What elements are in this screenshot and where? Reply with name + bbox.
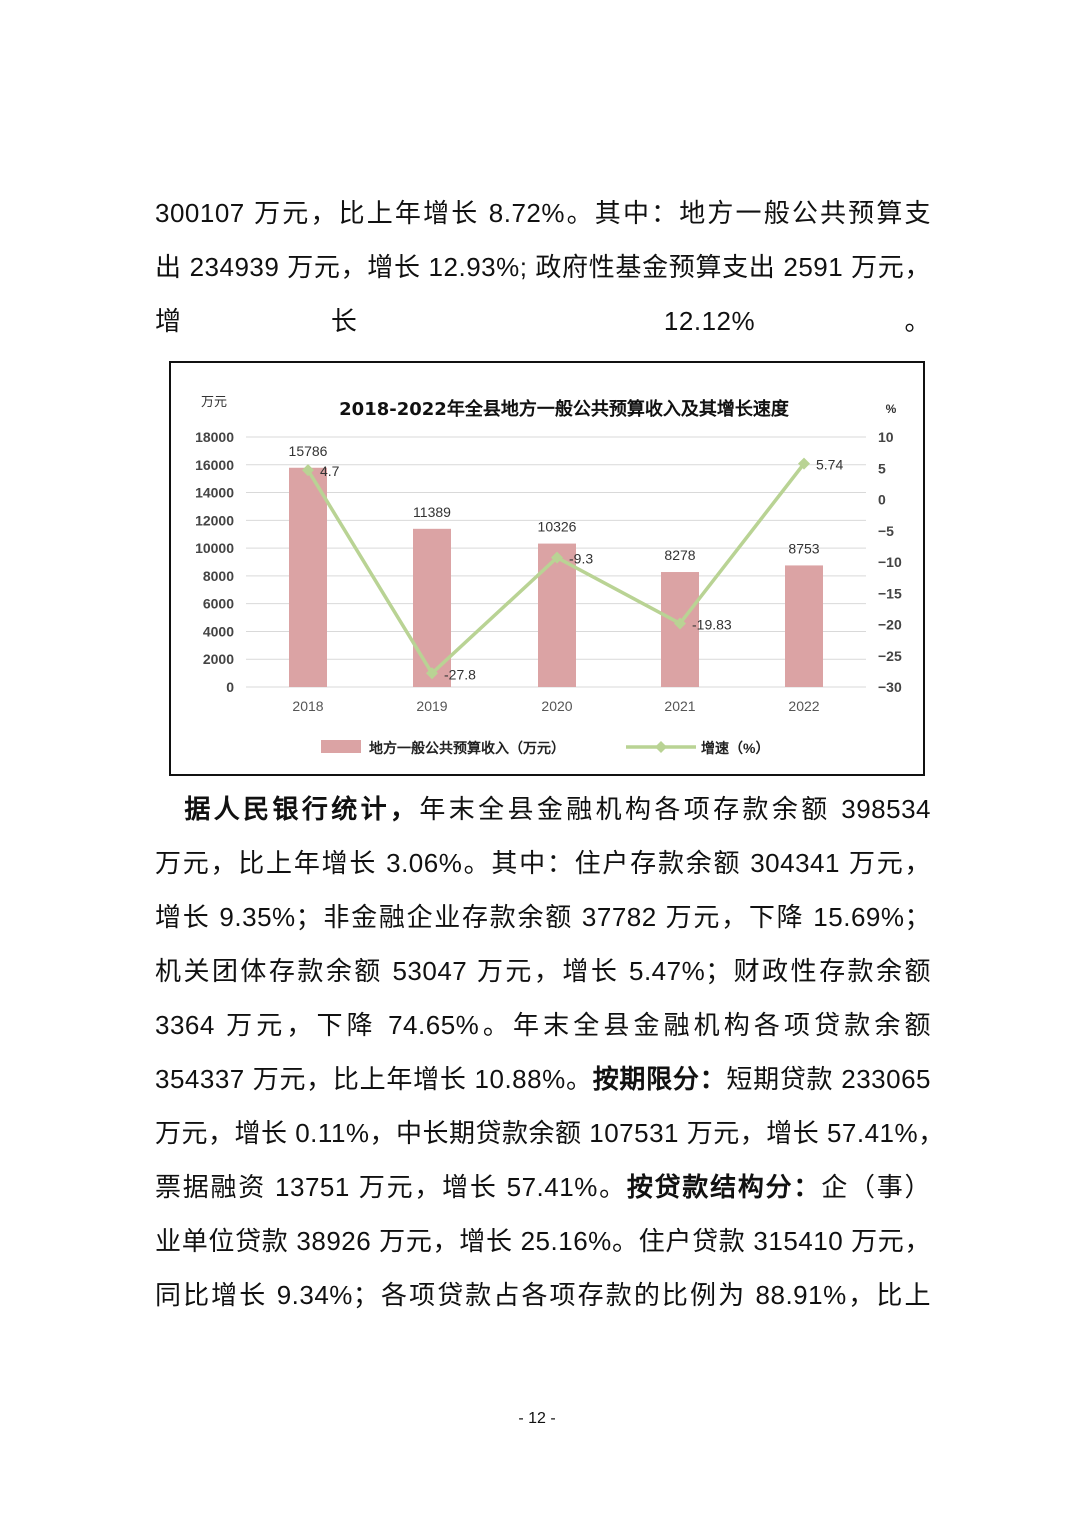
paragraph-top-line: 出 234939 万元，增长 12.93%; 政府性基金预算支出 2591 万元… [155,252,931,282]
legend-line-marker [655,741,667,753]
bar-data-label: 8753 [788,540,819,556]
bar-data-label: 8278 [664,547,695,563]
y-tick-label: 4000 [203,623,234,639]
paragraph-top-line: 增长 12.12%。 [155,306,931,336]
y-tick-label: 6000 [203,596,234,612]
y2-tick-label: −15 [878,585,902,601]
bar-data-label: 10326 [538,519,577,535]
text-segment: 增长 9.35%；非金融企业存款余额 37782 万元，下降 15.69%； [155,902,931,932]
x-tick-label: 2022 [788,698,819,714]
text-segment: 短期贷款 233065 [726,1064,932,1094]
text-segment: 万元，比上年增长 3.06%。其中：住户存款余额 304341 万元， [155,848,931,878]
y2-tick-label: −10 [878,554,902,570]
text-segment: 3364 万元，下降 74.65%。年末全县金融机构各项贷款余额 [155,1010,931,1040]
y-tick-label: 8000 [203,568,234,584]
y-axis-label: 万元 [201,395,227,410]
line-marker [426,667,438,680]
x-tick-label: 2021 [664,698,695,714]
y-tick-label: 10000 [195,540,234,556]
bold-text: 按期限分： [592,1065,727,1095]
line-marker [798,457,810,470]
paragraph-bottom-line: 票据融资 13751 万元，增长 57.41%。按贷款结构分：企（事） [155,1172,931,1203]
y-tick-label: 16000 [195,457,234,473]
paragraph-bottom-line: 同比增长 9.34%；各项贷款占各项存款的比例为 88.91%，比上 [155,1280,931,1310]
line-data-label: -27.8 [444,666,476,682]
y-tick-label: 14000 [195,485,234,501]
bar [661,572,699,687]
text-segment: 300107 万元，比上年增长 8.72%。其中：地方一般公共预算支 [155,198,931,228]
text-segment: 354337 万元，比上年增长 10.88%。 [155,1064,593,1094]
text-segment: 票据融资 13751 万元，增长 57.41%。 [155,1172,627,1202]
y2-tick-label: −30 [878,679,902,695]
text-segment: 同比增长 9.34%；各项贷款占各项存款的比例为 88.91%，比上 [155,1280,931,1310]
y2-tick-label: 10 [878,429,894,445]
paragraph-bottom-line: 增长 9.35%；非金融企业存款余额 37782 万元，下降 15.69%； [155,902,931,932]
y2-tick-label: 0 [878,492,886,508]
y-tick-label: 12000 [195,512,234,528]
bold-text: 据人民银行统计， [155,795,420,825]
paragraph-bottom-line: 据人民银行统计，年末全县金融机构各项存款余额 398534 [155,794,931,825]
text-segment: 企（事） [821,1172,931,1202]
x-tick-label: 2018 [292,698,323,714]
legend-bar-label: 地方一般公共预算收入（万元） [369,740,565,756]
line-marker [551,551,563,564]
y2-tick-label: 5 [878,460,886,476]
bold-text: 按贷款结构分： [626,1173,822,1203]
chart-svg: 2018-2022年全县地方一般公共预算收入及其增长速度 万元 % 18000 1… [195,395,902,756]
y2-tick-label: −5 [878,523,894,539]
paragraph-bottom-line: 3364 万元，下降 74.65%。年末全县金融机构各项贷款余额 [155,1010,931,1040]
text-segment: 万元，增长 0.11%，中长期贷款余额 107531 万元，增长 57.41%， [155,1118,945,1148]
text-segment: 增长 12.12%。 [155,306,931,336]
text-segment: 年末全县金融机构各项存款余额 398534 [419,794,931,824]
line-data-label: -19.83 [692,616,732,632]
bar-data-label: 11389 [413,504,451,520]
bar [785,565,823,687]
text-segment: 机关团体存款余额 53047 万元，增长 5.47%；财政性存款余额 [155,956,931,986]
y2-tick-label: −25 [878,648,902,664]
page-number: - 12 - [518,1410,556,1427]
paragraph-bottom-line: 机关团体存款余额 53047 万元，增长 5.47%；财政性存款余额 [155,956,931,986]
line-marker [302,464,314,477]
paragraph-bottom-line: 万元，比上年增长 3.06%。其中：住户存款余额 304341 万元， [155,848,931,878]
text-segment: 出 234939 万元，增长 12.93%; 政府性基金预算支出 2591 万元… [155,252,931,282]
x-tick-label: 2020 [541,698,572,714]
y-tick-label: 2000 [203,651,234,667]
line-marker [674,617,686,630]
bar-data-label: 15786 [289,443,328,459]
bar [289,467,327,687]
y-tick-label: 18000 [195,429,234,445]
line-data-label: -9.3 [569,551,593,567]
paragraph-bottom-line: 354337 万元，比上年增长 10.88%。按期限分：短期贷款 233065 [155,1064,931,1095]
legend-bar-swatch [321,740,361,753]
chart-revenue-growth: 2018-2022年全县地方一般公共预算收入及其增长速度 万元 % 18000 1… [169,361,925,776]
line-data-label: 5.74 [816,457,843,473]
chart-title: 2018-2022年全县地方一般公共预算收入及其增长速度 [339,398,790,420]
y2-tick-label: −20 [878,617,902,633]
paragraph-bottom-line: 业单位贷款 38926 万元，增长 25.16%。住户贷款 315410 万元， [155,1226,931,1256]
legend-line-label: 增速（%） [701,740,769,756]
line-data-label: 4.7 [320,463,340,479]
x-tick-label: 2019 [416,698,447,714]
paragraph-top-line: 300107 万元，比上年增长 8.72%。其中：地方一般公共预算支 [155,198,931,228]
y2-axis-label: % [886,402,897,416]
paragraph-bottom-line: 万元，增长 0.11%，中长期贷款余额 107531 万元，增长 57.41%， [155,1118,944,1148]
text-segment: 业单位贷款 38926 万元，增长 25.16%。住户贷款 315410 万元， [155,1226,931,1256]
y-tick-label: 0 [226,679,234,695]
